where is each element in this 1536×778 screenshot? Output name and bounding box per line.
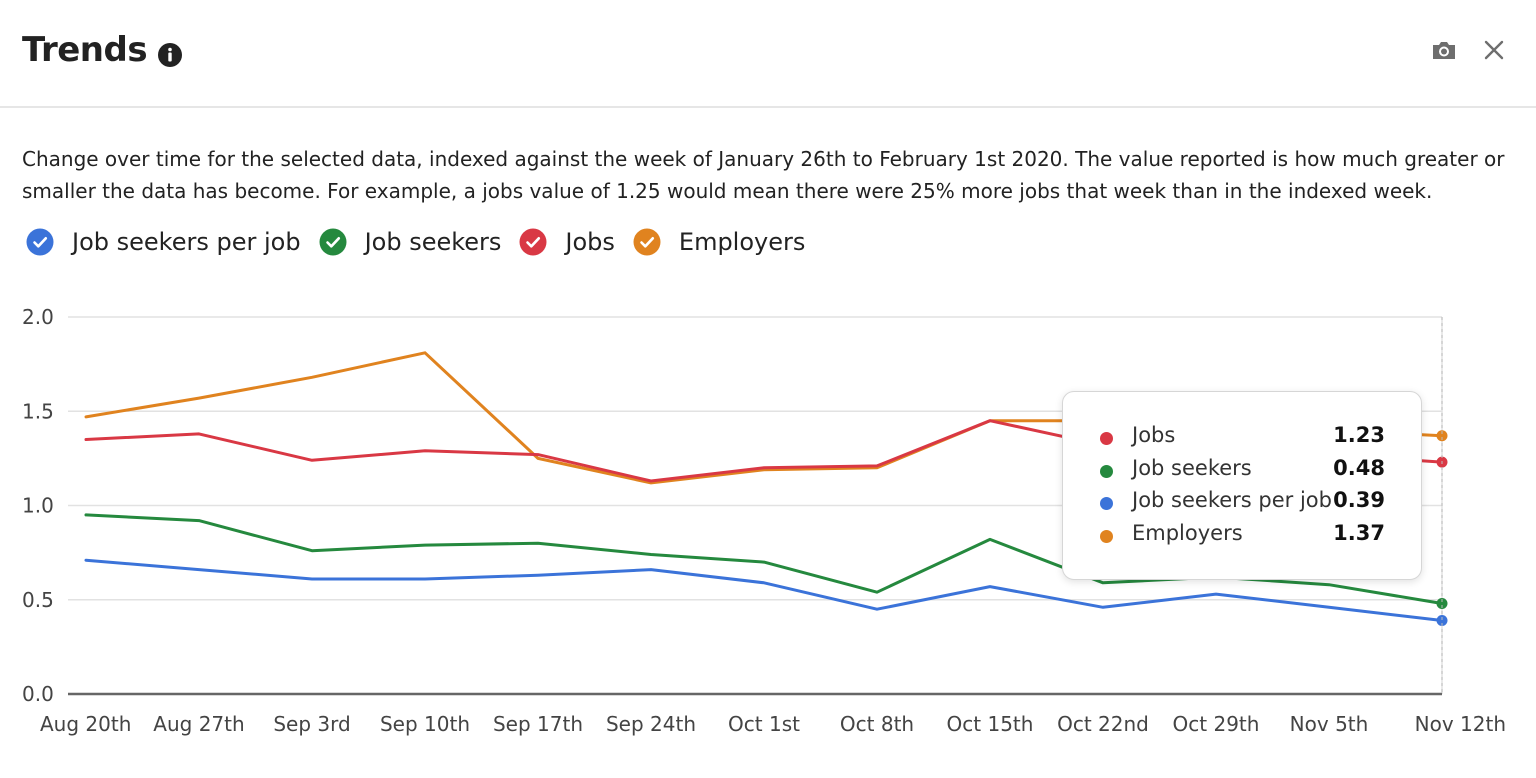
x-tick-label: Oct 1st xyxy=(728,712,800,736)
tooltip-label: Job seekers xyxy=(1132,455,1252,480)
series-line-job-seekers-per-job xyxy=(84,558,1444,622)
panel-title: Trends xyxy=(22,30,148,70)
chart-description: Change over time for the selected data, … xyxy=(22,147,1505,203)
legend: Job seekers per job Job seekers Jobs Emp… xyxy=(26,228,823,256)
tooltip-value: 1.37 xyxy=(1333,520,1385,545)
x-tick-label: Nov 5th xyxy=(1290,712,1369,736)
x-tick-label: Nov 12th xyxy=(1415,712,1506,736)
panel-header: Trends xyxy=(0,0,1536,108)
close-icon[interactable] xyxy=(1480,36,1508,64)
info-circle-icon[interactable] xyxy=(157,37,183,67)
check-circle-icon xyxy=(633,228,661,256)
check-circle-icon xyxy=(26,228,54,256)
tooltip-row-job-seekers-per-job: Job seekers per job 0.39 xyxy=(1063,488,1421,521)
legend-item-jobs[interactable]: Jobs xyxy=(519,228,615,256)
panel-title-group: Trends xyxy=(22,30,183,70)
legend-label: Job seekers xyxy=(364,228,502,256)
legend-label: Employers xyxy=(678,228,806,256)
series-dot xyxy=(1100,464,1113,478)
series-dot xyxy=(1100,497,1113,510)
x-tick-label: Aug 27th xyxy=(153,712,244,736)
series-end-point-job-seekers-per-job xyxy=(1436,614,1448,626)
tooltip-label: Job seekers per job xyxy=(1132,488,1332,512)
chart-tooltip: Jobs 1.23 Job seekers 0.48 Job seekers p… xyxy=(1062,391,1422,580)
legend-label: Jobs xyxy=(565,228,615,256)
check-circle-icon xyxy=(519,228,547,256)
y-tick-label: 2.0 xyxy=(22,305,54,329)
check-circle-icon xyxy=(319,228,347,256)
x-tick-label: Oct 15th xyxy=(947,712,1034,736)
tooltip-row-job-seekers: Job seekers 0.48 xyxy=(1063,456,1421,489)
tooltip-label: Employers xyxy=(1132,520,1243,545)
y-tick-label: 0.5 xyxy=(22,588,54,612)
series-dot xyxy=(1100,529,1113,543)
x-tick-label: Aug 20th xyxy=(40,712,131,736)
series-end-point-job-seekers xyxy=(1436,598,1448,610)
legend-item-employers[interactable]: Employers xyxy=(633,228,805,256)
x-tick-label: Oct 29th xyxy=(1173,712,1260,736)
header-actions xyxy=(1430,36,1508,64)
y-tick-label: 0.0 xyxy=(22,682,54,706)
tooltip-row-employers: Employers 1.37 xyxy=(1063,521,1421,554)
tooltip-label: Jobs xyxy=(1132,423,1176,447)
x-tick-label: Sep 17th xyxy=(493,712,583,736)
x-tick-label: Oct 8th xyxy=(840,712,914,736)
x-tick-label: Sep 3rd xyxy=(273,712,350,736)
legend-label: Job seekers per job xyxy=(72,228,301,256)
legend-item-job-seekers[interactable]: Job seekers xyxy=(319,228,502,256)
series-end-point-employers xyxy=(1436,430,1448,442)
x-tick-label: Sep 24th xyxy=(606,712,696,736)
tooltip-row-jobs: Jobs 1.23 xyxy=(1063,423,1421,456)
x-tick-label: Oct 22nd xyxy=(1057,712,1149,736)
tooltip-value: 1.23 xyxy=(1333,423,1385,447)
tooltip-value: 0.39 xyxy=(1333,488,1385,512)
tooltip-value: 0.48 xyxy=(1333,455,1385,480)
x-tick-label: Sep 10th xyxy=(380,712,470,736)
y-tick-label: 1.0 xyxy=(22,494,54,518)
camera-icon[interactable] xyxy=(1430,36,1458,64)
series-dot xyxy=(1100,432,1113,445)
legend-item-job-seekers-per-job[interactable]: Job seekers per job xyxy=(26,228,301,256)
y-tick-label: 1.5 xyxy=(22,399,54,423)
